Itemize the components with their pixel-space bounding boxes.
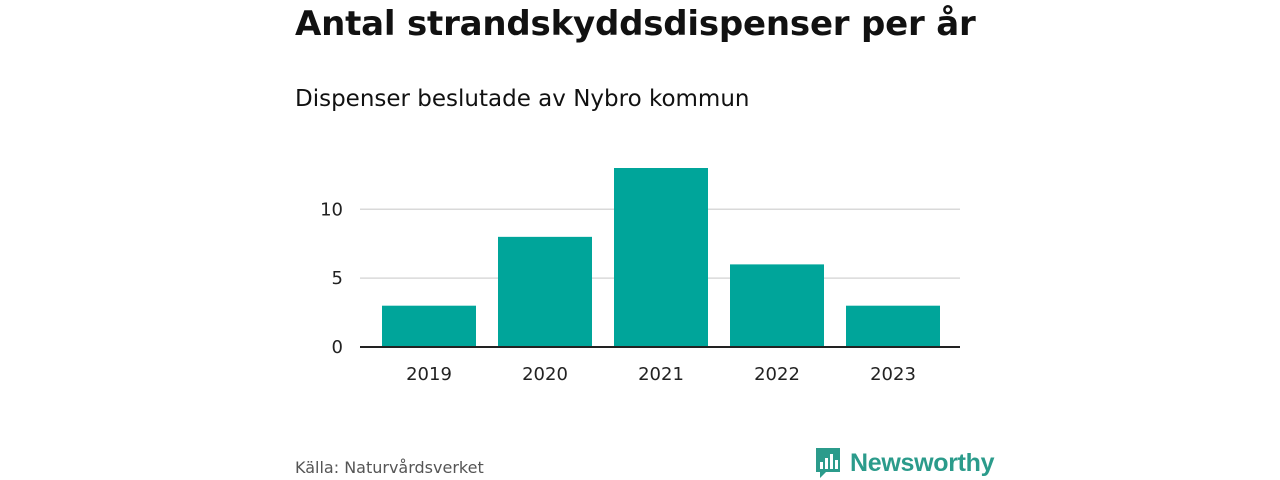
bar-2021 (614, 168, 708, 347)
chart-title: Antal strandskyddsdispenser per år (295, 4, 976, 44)
y-tick-label-0: 0 (332, 337, 343, 358)
brand-logo: Newsworthy (814, 446, 995, 480)
source-note: Källa: Naturvårdsverket (295, 458, 484, 477)
brand-name: Newsworthy (850, 448, 995, 477)
bar-2023 (846, 305, 940, 347)
x-tick-label-2021: 2021 (638, 364, 684, 385)
bar-2020 (498, 236, 592, 347)
bar-2022 (730, 264, 824, 347)
y-tick-label-10: 10 (320, 199, 343, 220)
newsworthy-logo-icon (816, 448, 840, 478)
y-tick-label-5: 5 (332, 268, 343, 289)
x-tick-label-2019: 2019 (406, 364, 452, 385)
bar-2019 (382, 305, 476, 347)
x-tick-label-2023: 2023 (870, 364, 916, 385)
x-tick-label-2020: 2020 (522, 364, 568, 385)
x-tick-label-2022: 2022 (754, 364, 800, 385)
chart-subtitle: Dispenser beslutade av Nybro kommun (295, 86, 750, 112)
